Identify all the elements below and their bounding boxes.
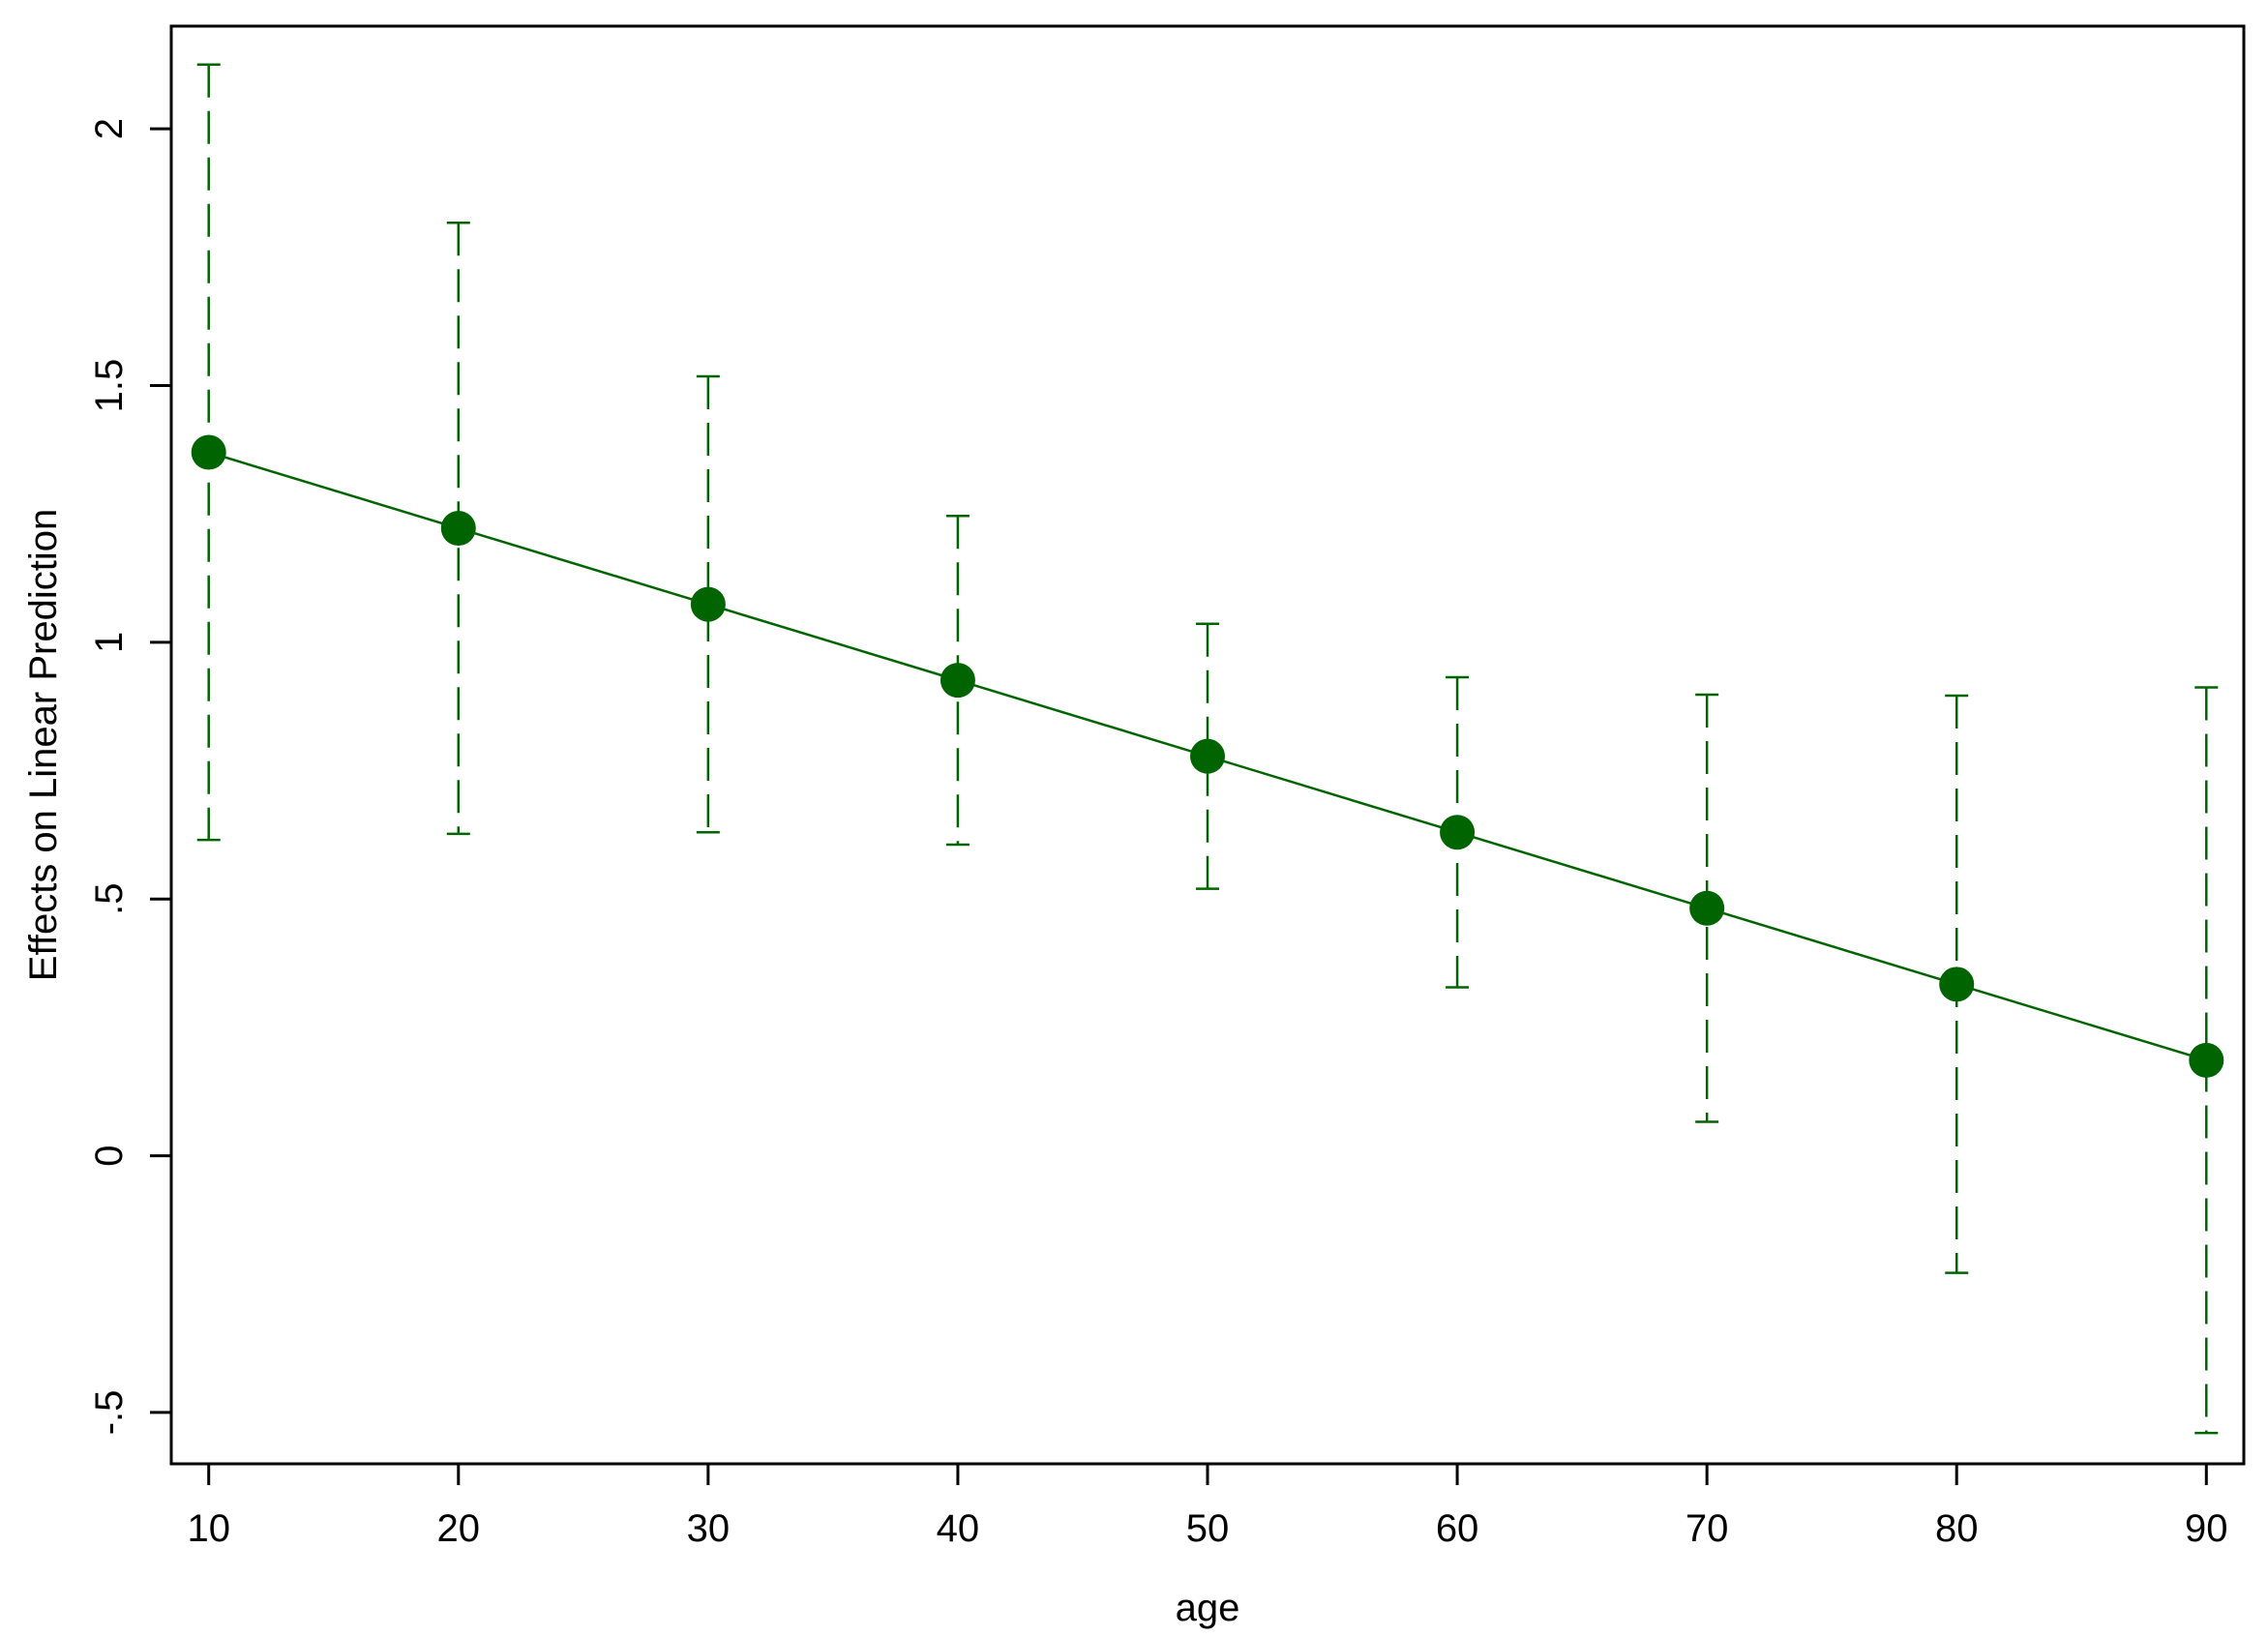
x-tick-label: 80 (1935, 1507, 1979, 1550)
data-point (1689, 890, 1725, 926)
y-tick-label: 1.5 (88, 359, 131, 413)
y-tick-label: 1 (88, 632, 131, 653)
x-tick-label: 40 (937, 1507, 980, 1550)
data-point (1190, 738, 1225, 774)
y-tick-label: .5 (88, 883, 131, 915)
data-point (1939, 967, 1975, 1002)
y-tick-label: 0 (88, 1145, 131, 1166)
x-tick-label: 60 (1436, 1507, 1479, 1550)
data-point (191, 434, 226, 470)
x-tick-label: 90 (2185, 1507, 2228, 1550)
data-points (191, 434, 2224, 1078)
y-tick-label: 2 (88, 118, 131, 139)
x-tick-label: 20 (437, 1507, 481, 1550)
y-tick-label: -.5 (88, 1390, 131, 1436)
data-point (1440, 815, 1476, 850)
x-tick-label: 70 (1686, 1507, 1729, 1550)
y-axis: -.5 0 .5 1 1.5 2 (88, 118, 171, 1435)
y-axis-title: Effects on Linear Prediction (22, 509, 65, 981)
data-point (2189, 1042, 2224, 1078)
x-tick-label: 50 (1186, 1507, 1230, 1550)
x-tick-label: 30 (687, 1507, 731, 1550)
x-tick-label: 10 (187, 1507, 230, 1550)
data-point (940, 663, 975, 699)
x-axis: 10 20 30 40 50 60 70 80 90 (187, 1464, 2228, 1550)
data-point (690, 586, 726, 622)
data-point (440, 511, 476, 547)
x-axis-title: age (1176, 1587, 1240, 1629)
